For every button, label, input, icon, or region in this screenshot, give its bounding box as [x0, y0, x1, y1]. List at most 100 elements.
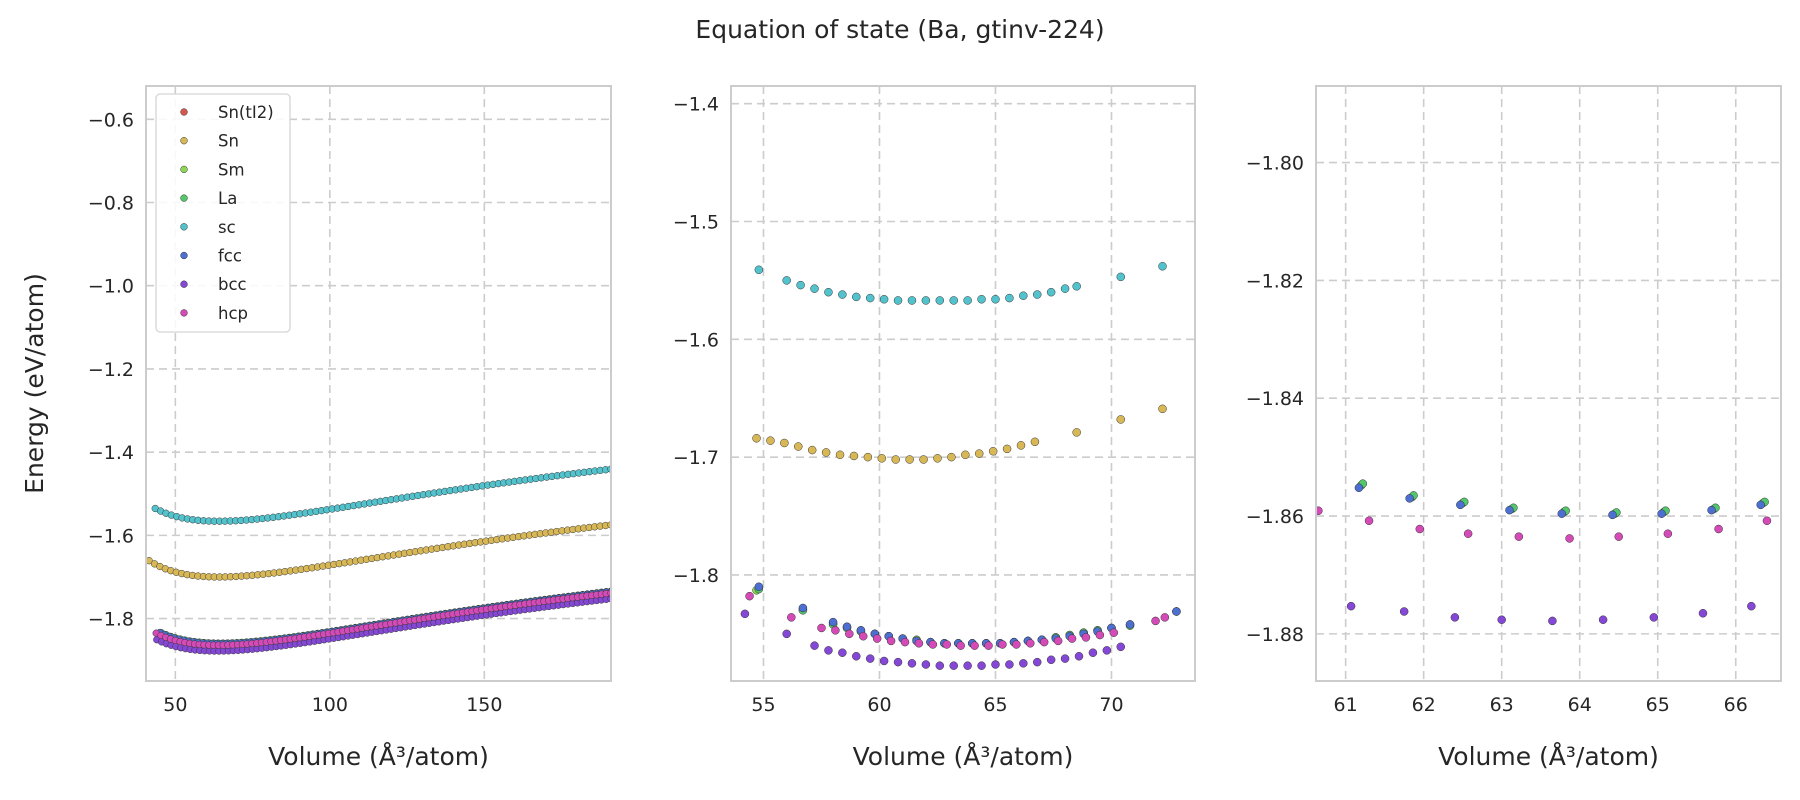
legend-marker	[180, 309, 188, 317]
data-point	[1598, 615, 1608, 624]
legend-label: Sm	[218, 160, 245, 179]
data-point	[907, 659, 917, 668]
data-point	[824, 287, 833, 297]
axes-frame	[730, 85, 1196, 682]
data-point	[1072, 282, 1081, 291]
data-point	[1088, 648, 1098, 657]
data-point	[1663, 529, 1673, 538]
data-point	[1463, 529, 1473, 538]
data-point	[977, 661, 986, 670]
data-point	[752, 434, 761, 443]
x-tick-label: 150	[466, 694, 502, 716]
data-point	[942, 640, 952, 649]
data-point	[1456, 500, 1465, 510]
data-point	[935, 661, 945, 670]
axes-frame	[145, 85, 612, 682]
data-point	[863, 452, 873, 462]
data-point	[1067, 634, 1077, 643]
legend-marker	[180, 137, 188, 145]
data-point	[872, 634, 882, 643]
data-point	[1497, 615, 1506, 624]
x-tick-label: 63	[1490, 694, 1514, 716]
data-point	[956, 641, 965, 650]
data-point	[1019, 659, 1028, 668]
data-point	[745, 591, 754, 601]
data-point	[949, 661, 958, 670]
legend: Sn(tI2) Sn Sm La sc fcc bcc hcp	[155, 93, 291, 333]
panel-left: 50 100 150 −1.8 −1.6 −1.4 −1.2 −1.0 −0.8 −0.6 Volu…	[20, 85, 612, 771]
axes-frame	[1315, 85, 1782, 682]
y-tick-label: −1.86	[1246, 506, 1304, 528]
y-tick-label: −1.2	[88, 359, 134, 381]
data-point	[831, 626, 840, 635]
legend-label: fcc	[218, 247, 242, 266]
data-point	[1125, 620, 1135, 629]
legend-marker	[180, 165, 188, 174]
y-tick-label: −1.8	[88, 609, 134, 631]
data-point	[1399, 607, 1409, 616]
data-point	[828, 617, 838, 627]
data-point	[905, 455, 914, 464]
y-axis-label: Energy (eV/atom)	[20, 273, 49, 494]
data-point	[1450, 613, 1460, 622]
data-point	[877, 454, 887, 463]
data-point	[1698, 609, 1708, 618]
legend-label: bcc	[218, 275, 247, 294]
data-point	[1151, 616, 1160, 626]
figure-title: Equation of state (Ba, gtinv-224)	[695, 15, 1104, 44]
data-point	[879, 656, 889, 666]
legend-marker	[180, 280, 188, 288]
x-tick-label: 62	[1412, 694, 1436, 716]
series-fcc	[754, 582, 1181, 648]
data-point	[1002, 444, 1012, 454]
data-point	[1714, 524, 1723, 534]
series-hcp	[152, 589, 611, 649]
panel-right: 61 62 63 64 65 66 −1.88 −1.86 −1.84 −1.82 −1.80 Vol…	[1246, 85, 1782, 771]
data-point	[961, 450, 970, 460]
data-point	[782, 629, 791, 639]
data-point	[1614, 532, 1623, 541]
data-point	[1046, 655, 1056, 665]
data-point	[921, 660, 931, 669]
data-point	[935, 296, 945, 305]
data-point	[1405, 494, 1414, 503]
data-point	[879, 295, 889, 304]
legend-marker	[180, 251, 188, 260]
data-point	[794, 442, 803, 451]
y-tick-label: −1.8	[673, 565, 719, 587]
data-point	[1505, 505, 1514, 515]
legend-label: sc	[218, 218, 236, 237]
data-point	[893, 296, 903, 305]
data-point	[1354, 483, 1364, 493]
data-point	[838, 648, 847, 657]
data-point	[1032, 657, 1042, 667]
data-point	[754, 265, 764, 275]
x-tick-label: 66	[1724, 694, 1748, 716]
data-point	[963, 296, 972, 305]
data-point	[891, 455, 900, 464]
data-point	[858, 631, 868, 641]
legend-marker	[180, 194, 188, 202]
legend-marker	[180, 108, 188, 116]
data-point	[1016, 441, 1026, 450]
data-point	[1095, 630, 1105, 640]
legend-label: Sn(tI2)	[218, 103, 274, 122]
series-sn	[146, 521, 611, 581]
series-fcc	[1354, 483, 1765, 520]
data-point	[1012, 640, 1021, 649]
plot-area	[1316, 479, 1772, 626]
series-sc	[151, 465, 611, 525]
data-point	[1074, 652, 1084, 661]
x-tick-label: 65	[983, 694, 1007, 716]
y-tick-label: −1.6	[88, 525, 134, 547]
data-point	[1060, 284, 1070, 293]
x-axis-label: Volume (Å³/atom)	[853, 742, 1074, 771]
series-bcc	[1346, 601, 1756, 626]
y-tick-label: −0.6	[88, 109, 134, 131]
data-point	[842, 622, 852, 632]
x-tick-label: 50	[163, 694, 187, 716]
series-hcp	[745, 591, 1170, 650]
data-point	[914, 639, 924, 648]
data-point	[1116, 415, 1126, 424]
